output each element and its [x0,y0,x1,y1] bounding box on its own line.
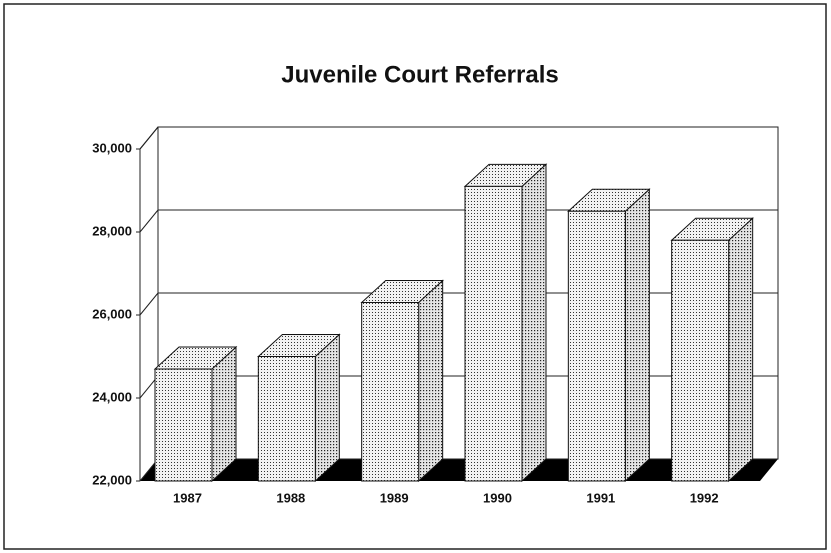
bar [670,217,754,483]
bar [567,188,651,483]
y-tick-label: 26,000 [92,306,132,321]
bar-front [154,368,213,482]
bar [463,163,548,483]
bar-side [728,217,754,483]
bar-front [361,302,420,482]
bar-front [567,210,626,482]
bar-side [211,345,237,483]
x-tick-label: 1988 [276,490,305,505]
bar-side [418,279,444,483]
x-tick-label: 1990 [483,490,512,505]
x-tick-label: 1992 [690,490,719,505]
grid-line [139,126,159,150]
chart-title: Juvenile Court Referrals [281,61,558,88]
bar-front [671,239,730,482]
y-tick-label: 24,000 [92,389,132,404]
bar-side [314,333,340,483]
bar [360,279,444,483]
y-tick-label: 30,000 [92,140,132,155]
y-tick-label: 22,000 [92,472,132,487]
x-tick-label: 1989 [380,490,409,505]
bar-side [521,163,547,483]
grid-line [139,209,159,233]
x-tick-label: 1991 [586,490,615,505]
bar-side [624,188,650,483]
bar-front [257,356,316,482]
grid-line [139,292,159,316]
bar-front [464,185,523,482]
frame [3,3,827,550]
y-tick-label: 28,000 [92,223,132,238]
bar [257,333,341,483]
x-tick-label: 1987 [173,490,202,505]
bar [153,345,238,483]
